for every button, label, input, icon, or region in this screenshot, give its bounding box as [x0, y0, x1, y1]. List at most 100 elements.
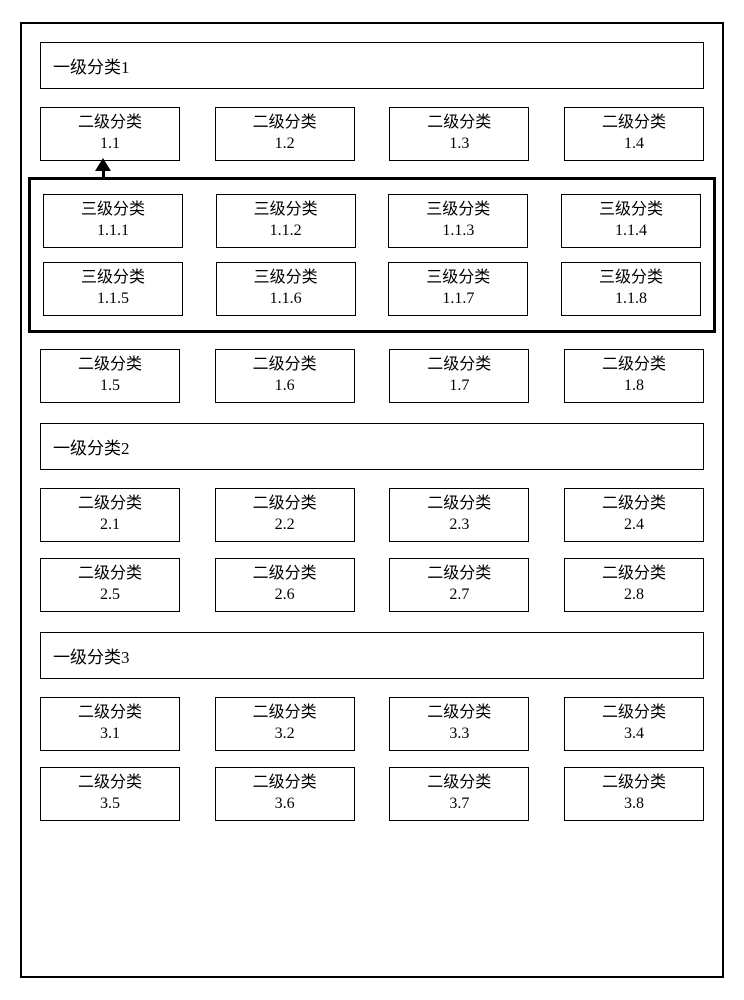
box-title: 二级分类	[602, 564, 666, 585]
box-title: 二级分类	[253, 773, 317, 794]
box-num: 1.8	[624, 376, 644, 397]
box-title: 二级分类	[427, 113, 491, 134]
box-title: 二级分类	[253, 355, 317, 376]
box-num: 3.5	[100, 794, 120, 815]
box-num: 1.1.5	[97, 289, 129, 310]
box-num: 3.3	[449, 724, 469, 745]
box-title: 三级分类	[599, 268, 663, 289]
box-num: 1.1.8	[615, 289, 647, 310]
level1-header[interactable]: 一级分类2	[40, 423, 704, 470]
box-title: 三级分类	[81, 200, 145, 221]
box-num: 1.7	[449, 376, 469, 397]
box-title: 二级分类	[253, 564, 317, 585]
box-num: 2.4	[624, 515, 644, 536]
box-num: 1.1.4	[615, 221, 647, 242]
level2-box[interactable]: 二级分类 3.8	[564, 767, 704, 821]
box-num: 1.1.6	[270, 289, 302, 310]
box-title: 三级分类	[254, 200, 318, 221]
level2-box[interactable]: 二级分类 3.4	[564, 697, 704, 751]
box-title: 三级分类	[81, 268, 145, 289]
level2-box[interactable]: 二级分类 3.2	[215, 697, 355, 751]
box-num: 1.1	[100, 134, 120, 155]
box-title: 二级分类	[602, 773, 666, 794]
box-num: 1.5	[100, 376, 120, 397]
box-num: 2.1	[100, 515, 120, 536]
box-title: 二级分类	[427, 703, 491, 724]
level3-box[interactable]: 三级分类 1.1.7	[388, 262, 528, 316]
level2-box[interactable]: 二级分类 3.3	[389, 697, 529, 751]
box-title: 二级分类	[427, 355, 491, 376]
box-title: 二级分类	[253, 494, 317, 515]
box-num: 1.3	[449, 134, 469, 155]
level2-box[interactable]: 二级分类 2.8	[564, 558, 704, 612]
box-num: 3.8	[624, 794, 644, 815]
level2-box[interactable]: 二级分类 1.7	[389, 349, 529, 403]
box-num: 2.7	[449, 585, 469, 606]
level2-box[interactable]: 二级分类 2.3	[389, 488, 529, 542]
level1-header[interactable]: 一级分类1	[40, 42, 704, 89]
box-title: 三级分类	[426, 200, 490, 221]
box-title: 三级分类	[426, 268, 490, 289]
box-title: 二级分类	[602, 494, 666, 515]
box-title: 二级分类	[78, 564, 142, 585]
level2-row: 二级分类 1.5 二级分类 1.6 二级分类 1.7 二级分类 1.8	[40, 349, 704, 403]
box-num: 3.7	[449, 794, 469, 815]
level2-box[interactable]: 二级分类 2.1	[40, 488, 180, 542]
level2-box[interactable]: 二级分类 2.2	[215, 488, 355, 542]
level2-row: 二级分类 2.1 二级分类 2.2 二级分类 2.3 二级分类 2.4	[40, 488, 704, 542]
level2-box[interactable]: 二级分类 2.7	[389, 558, 529, 612]
box-num: 2.6	[275, 585, 295, 606]
box-num: 3.6	[275, 794, 295, 815]
box-num: 2.8	[624, 585, 644, 606]
box-num: 1.1.1	[97, 221, 129, 242]
box-num: 3.2	[275, 724, 295, 745]
box-title: 二级分类	[78, 355, 142, 376]
level3-box[interactable]: 三级分类 1.1.2	[216, 194, 356, 248]
level3-box[interactable]: 三级分类 1.1.8	[561, 262, 701, 316]
level2-row: 二级分类 3.1 二级分类 3.2 二级分类 3.3 二级分类 3.4	[40, 697, 704, 751]
level2-box[interactable]: 二级分类 1.1	[40, 107, 180, 161]
diagram-frame: 一级分类1 二级分类 1.1 二级分类 1.2 二级分类 1.3 二级分类 1.…	[20, 22, 724, 978]
box-num: 1.2	[275, 134, 295, 155]
level2-row: 二级分类 1.1 二级分类 1.2 二级分类 1.3 二级分类 1.4	[40, 107, 704, 161]
level2-box[interactable]: 二级分类 2.4	[564, 488, 704, 542]
level2-box[interactable]: 二级分类 3.6	[215, 767, 355, 821]
level2-box[interactable]: 二级分类 3.5	[40, 767, 180, 821]
level2-row: 二级分类 3.5 二级分类 3.6 二级分类 3.7 二级分类 3.8	[40, 767, 704, 821]
box-title: 二级分类	[78, 494, 142, 515]
box-title: 二级分类	[78, 703, 142, 724]
level3-box[interactable]: 三级分类 1.1.3	[388, 194, 528, 248]
box-title: 二级分类	[427, 494, 491, 515]
level3-box[interactable]: 三级分类 1.1.6	[216, 262, 356, 316]
level3-row: 三级分类 1.1.1 三级分类 1.1.2 三级分类 1.1.3 三级分类 1.…	[43, 194, 701, 248]
level3-expanded-panel: 三级分类 1.1.1 三级分类 1.1.2 三级分类 1.1.3 三级分类 1.…	[28, 177, 716, 333]
box-num: 1.6	[275, 376, 295, 397]
level2-box[interactable]: 二级分类 1.2	[215, 107, 355, 161]
box-title: 二级分类	[602, 703, 666, 724]
level1-header[interactable]: 一级分类3	[40, 632, 704, 679]
box-title: 二级分类	[78, 113, 142, 134]
level3-box[interactable]: 三级分类 1.1.1	[43, 194, 183, 248]
level2-box[interactable]: 二级分类 1.4	[564, 107, 704, 161]
box-title: 二级分类	[427, 564, 491, 585]
box-num: 2.5	[100, 585, 120, 606]
level3-box[interactable]: 三级分类 1.1.4	[561, 194, 701, 248]
box-num: 2.3	[449, 515, 469, 536]
box-title: 二级分类	[78, 773, 142, 794]
level2-box[interactable]: 二级分类 3.7	[389, 767, 529, 821]
box-num: 3.1	[100, 724, 120, 745]
level2-box[interactable]: 二级分类 1.5	[40, 349, 180, 403]
level2-box[interactable]: 二级分类 1.6	[215, 349, 355, 403]
level2-box[interactable]: 二级分类 1.8	[564, 349, 704, 403]
level2-box[interactable]: 二级分类 1.3	[389, 107, 529, 161]
level3-box[interactable]: 三级分类 1.1.5	[43, 262, 183, 316]
box-num: 3.4	[624, 724, 644, 745]
box-num: 1.1.3	[442, 221, 474, 242]
level2-box[interactable]: 二级分类 3.1	[40, 697, 180, 751]
level2-box[interactable]: 二级分类 2.6	[215, 558, 355, 612]
box-title: 二级分类	[253, 703, 317, 724]
level2-box[interactable]: 二级分类 2.5	[40, 558, 180, 612]
box-title: 三级分类	[254, 268, 318, 289]
box-title: 二级分类	[602, 355, 666, 376]
box-title: 二级分类	[602, 113, 666, 134]
